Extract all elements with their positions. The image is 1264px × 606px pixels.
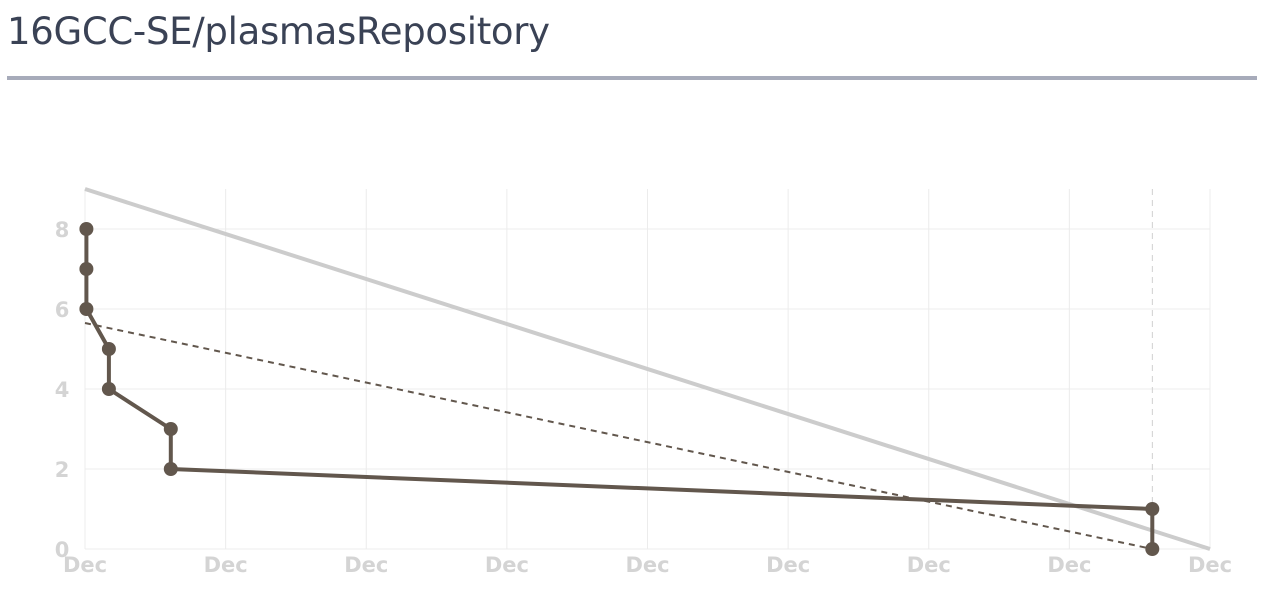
actual-point bbox=[163, 462, 178, 476]
x-tick-label: Dec bbox=[63, 553, 107, 577]
y-tick-label: 6 bbox=[55, 298, 70, 322]
x-tick-label: Dec bbox=[204, 553, 248, 577]
actual-point bbox=[101, 342, 116, 356]
x-tick-label: Dec bbox=[625, 553, 669, 577]
trend-line bbox=[84, 322, 1153, 550]
page-title: 16GCC-SE/plasmasRepository bbox=[7, 10, 550, 53]
y-tick-label: 4 bbox=[55, 378, 70, 402]
actual-point bbox=[79, 222, 94, 236]
x-tick-label: Dec bbox=[344, 553, 388, 577]
title-divider bbox=[7, 76, 1257, 80]
actual-point bbox=[101, 382, 116, 396]
chart-series bbox=[79, 187, 1211, 556]
actual-point bbox=[163, 422, 178, 436]
actual-point bbox=[1145, 502, 1160, 516]
actual-point bbox=[79, 302, 94, 316]
ideal-line bbox=[84, 187, 1211, 551]
chart-grid bbox=[84, 189, 1211, 550]
actual-point bbox=[79, 262, 94, 276]
y-tick-label: 8 bbox=[55, 218, 70, 242]
y-tick-label: 0 bbox=[55, 538, 70, 562]
y-tick-label: 2 bbox=[55, 458, 70, 482]
x-tick-label: Dec bbox=[766, 553, 810, 577]
x-tick-label: Dec bbox=[907, 553, 951, 577]
x-tick-label: Dec bbox=[1047, 553, 1091, 577]
actual-point bbox=[1145, 542, 1160, 556]
x-tick-label: Dec bbox=[485, 553, 529, 577]
x-tick-label: Dec bbox=[1188, 553, 1232, 577]
